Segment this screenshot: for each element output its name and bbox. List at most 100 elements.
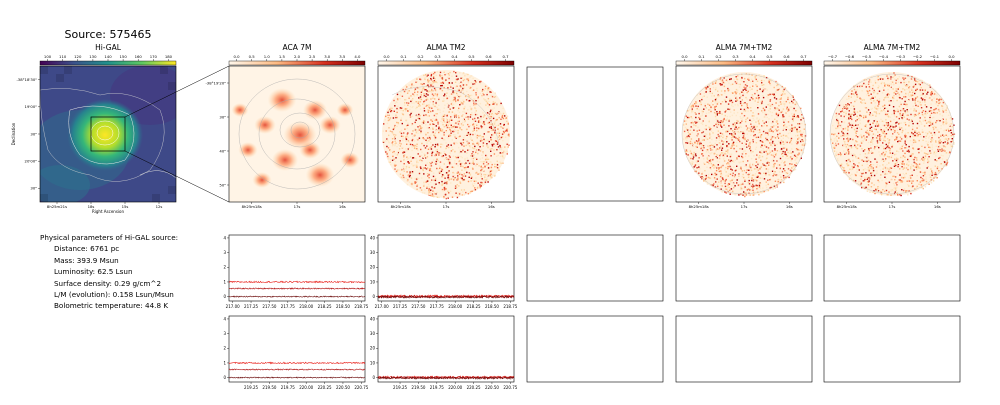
axis-tick-label: 30"	[30, 186, 37, 191]
spectrum-x-tick-label: 220.00	[299, 385, 313, 390]
axis-tick-label: 17s	[294, 204, 301, 209]
spectrum-aca-row2: 219.25 219.50 219.75 220.00 220.25 220.50 220.…	[223, 315, 369, 390]
colorbar-tick-label: 4.0	[354, 54, 361, 59]
colorbar-tick-label: 0.6	[783, 54, 790, 59]
spectrum-x-tick-label: 217.75	[430, 304, 444, 309]
aca7m-panel: ACA 7M 0.0 0.5 1.0 1.5 2.0 2.5 3.0 3.5 4.0 -38°1…	[205, 43, 366, 209]
axis-tick-label: 12s	[156, 204, 163, 209]
colorbar-tick-label: −0.4	[879, 54, 889, 59]
colorbar-tick-label: −0.5	[862, 54, 872, 59]
param-tbol: Bolometric temperature: 44.8 K	[54, 301, 169, 311]
axis-tick-label: 16s	[934, 204, 941, 209]
spectrum-y-tick-label: 3	[223, 250, 226, 255]
params-heading: Physical parameters of Hi-GAL source:	[40, 233, 179, 242]
axis-tick-label: -38°18'30"	[16, 77, 37, 82]
almatm2-x-ticks: 8h25m18s 17s 16s	[391, 202, 495, 209]
spectrum-axes	[228, 234, 366, 302]
higal-colorbar	[39, 60, 177, 66]
axis-tick-label: -38°19'20"	[205, 80, 226, 85]
colorbar-tick-label: 160	[135, 54, 143, 59]
colorbar-tick-label: 0.0	[681, 54, 688, 59]
colorbar-tick-label: 3.0	[324, 54, 331, 59]
aca7m-colorbar-ticks: 0.0 0.5 1.0 1.5 2.0 2.5 3.0 3.5 4.0	[234, 54, 361, 61]
page-title: Source: 575465	[65, 28, 152, 41]
colorbar-tick-label: 110	[59, 54, 67, 59]
colorbar-tick-label: 2.5	[309, 54, 316, 59]
axis-tick-label: 30"	[30, 131, 37, 136]
axis-tick-label: 50"	[219, 182, 226, 187]
colorbar-tick-label: 100	[44, 54, 52, 59]
param-distance: Distance: 6761 pc	[54, 244, 120, 254]
colorbar-tick-label: 0.0	[234, 54, 241, 59]
colorbar-tick-label: −0.6	[845, 54, 855, 59]
aca7m-image	[229, 66, 365, 202]
axis-tick-label: 18s	[88, 204, 95, 209]
spectrum-x-tick-label: 217.00	[226, 304, 240, 309]
higal-title: Hi-GAL	[95, 43, 122, 52]
axis-tick-label: 20'00"	[25, 159, 38, 164]
axis-tick-label: 15s	[122, 204, 129, 209]
colorbar-tick-label: 0.5	[766, 54, 773, 59]
colorbar-tick-label: −0.1	[930, 54, 940, 59]
colorbar-tick-label: 0.5	[249, 54, 256, 59]
spectrum-y-tick-label: 40	[370, 316, 376, 321]
spectrum-x-tick-label: 217.25	[244, 304, 258, 309]
spectrum-x-tick-label: 217.50	[262, 304, 276, 309]
colorbar-tick-label: 0.6	[485, 54, 492, 59]
param-luminosity: Luminosity: 62.5 Lsun	[54, 267, 133, 277]
empty-spectrum-panel	[526, 234, 664, 302]
axis-tick-label: 16s	[786, 204, 793, 209]
spectrum-series-line	[228, 295, 366, 298]
spectrum-y-tick-label: 2	[223, 346, 226, 351]
spectrum-y-tick-label: 1	[223, 279, 226, 284]
spectrum-x-tick-label: 218.75	[503, 304, 517, 309]
spectrum-x-tick-label: 219.75	[430, 385, 444, 390]
spectrum-tm2-row2: 219.25 219.50 219.75 220.00 220.25 220.50 220.…	[370, 315, 518, 390]
combined-neg-image	[830, 72, 956, 197]
empty-spectrum-panel	[675, 315, 813, 383]
colorbar-tick-label: −0.3	[896, 54, 906, 59]
combined-panel: ALMA 7M+TM2 0.0 0.1 0.2 0.3 0.4 0.5 0.6 0.7 8h2…	[675, 43, 813, 209]
axis-tick-label: 30"	[219, 114, 226, 119]
aca7m-x-ticks: 8h25m18s 17s 16s	[242, 202, 346, 209]
spectrum-x-tick-label: 218.00	[448, 304, 462, 309]
almatm2-title: ALMA TM2	[426, 43, 465, 52]
spectrum-y-tick-label: 10	[370, 360, 376, 365]
colorbar-tick-label: 0.2	[715, 54, 722, 59]
spectrum-x-tick-label: 217.00	[375, 304, 389, 309]
param-mass: Mass: 393.9 Msun	[54, 255, 119, 265]
axis-tick-label: 16s	[339, 204, 346, 209]
spectrum-x-tick-label: 218.50	[336, 304, 350, 309]
higal-zoom-box	[90, 116, 126, 152]
colorbar-tick-label: 130	[89, 54, 97, 59]
spectrum-x-tick-label: 217.25	[393, 304, 407, 309]
spectrum-y-tick-label: 2	[223, 265, 226, 270]
spectrum-x-tick-label: 217.75	[281, 304, 295, 309]
spectrum-tm2-row1: 217.00 217.25 217.50 217.75 218.00 218.25 218.…	[370, 234, 518, 309]
colorbar-tick-label: 0.1	[698, 54, 705, 59]
axis-tick-label: 17s	[443, 204, 450, 209]
colorbar-tick-label: 0.7	[502, 54, 509, 59]
spectrum-y-tick-label: 30	[370, 250, 376, 255]
spectrum-x-tick-label: 219.25	[393, 385, 407, 390]
spectrum-y-tick-label: 0	[223, 294, 226, 299]
spectrum-x-tick-label: 217.50	[411, 304, 425, 309]
almatm2-colorbar-ticks: 0.0 0.1 0.2 0.3 0.4 0.5 0.6 0.7	[383, 54, 509, 61]
spectrum-x-tick-label: 219.75	[281, 385, 295, 390]
spectrum-y-tick-label: 0	[372, 375, 375, 380]
combined-x-ticks: 8h25m18s 17s 16s	[689, 202, 793, 209]
spectrum-y-tick-label: 30	[370, 331, 376, 336]
combined-colorbar	[675, 60, 813, 66]
spectrum-series-line	[228, 280, 366, 284]
spectrum-series-line	[228, 361, 366, 365]
zoom-connector-top	[124, 65, 230, 118]
aca7m-title: ACA 7M	[283, 43, 312, 52]
colorbar-tick-label: 1.5	[279, 54, 286, 59]
spectrum-series-line	[228, 287, 366, 290]
spectrum-y-tick-label: 4	[223, 316, 226, 321]
higal-y-ticks: -38°18'30" 19'00" 30" 20'00" 30"	[16, 77, 40, 191]
higal-xlabel: Right Ascension	[92, 209, 124, 214]
spectrum-x-tick-label: 220.75	[354, 385, 368, 390]
higal-image	[40, 66, 176, 202]
